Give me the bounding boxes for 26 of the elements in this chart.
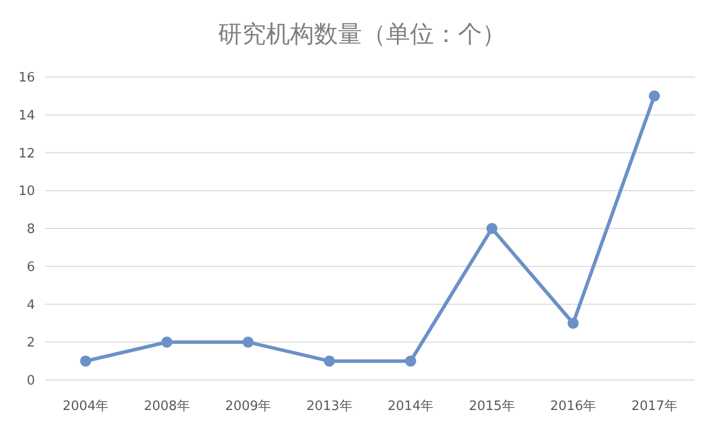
x-tick-label: 2008年 bbox=[144, 399, 190, 414]
x-tick-label: 2015年 bbox=[468, 399, 515, 414]
point bbox=[80, 356, 92, 367]
x-tick-label: 2016年 bbox=[550, 399, 596, 414]
x-tick-label: 2017年 bbox=[631, 399, 678, 414]
point bbox=[242, 336, 254, 348]
x-tick-label: 2004年 bbox=[62, 399, 109, 414]
y-tick-label: 4 bbox=[26, 298, 35, 313]
y-tick-label: 10 bbox=[18, 184, 35, 200]
y-tick-label: 14 bbox=[18, 108, 35, 124]
point bbox=[486, 223, 498, 234]
x-tick-label: 2009年 bbox=[225, 399, 272, 414]
point bbox=[405, 356, 416, 367]
y-tick-label: 12 bbox=[18, 146, 35, 162]
y-tick-label: 2 bbox=[26, 336, 35, 351]
x-tick-label: 2014年 bbox=[388, 399, 434, 414]
chart-title: 研究机构数量（单位：个） bbox=[218, 20, 506, 48]
point bbox=[324, 356, 335, 367]
y-tick-label: 0 bbox=[26, 374, 35, 389]
point bbox=[568, 318, 579, 329]
point bbox=[648, 90, 660, 102]
x-tick-label: 2013年 bbox=[306, 399, 352, 414]
y-tick-label: 6 bbox=[26, 260, 35, 275]
y-tick-label: 16 bbox=[18, 70, 35, 86]
point bbox=[161, 336, 172, 348]
y-tick-label: 8 bbox=[26, 222, 35, 238]
